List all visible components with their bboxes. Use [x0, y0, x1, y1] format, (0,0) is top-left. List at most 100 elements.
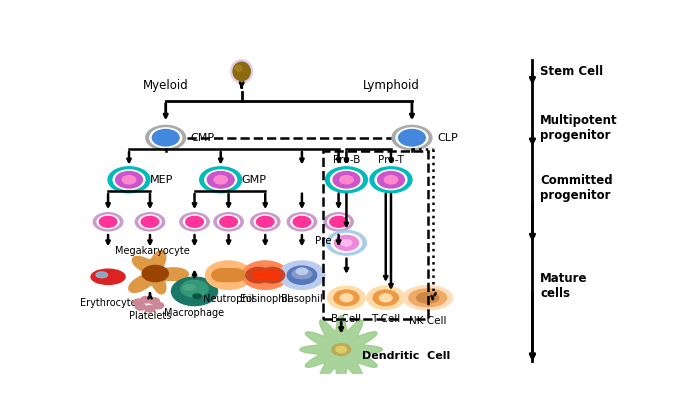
- Circle shape: [141, 216, 159, 227]
- Circle shape: [205, 170, 237, 189]
- Circle shape: [142, 265, 168, 282]
- Circle shape: [149, 298, 160, 304]
- Circle shape: [379, 294, 392, 302]
- Circle shape: [333, 171, 360, 188]
- Circle shape: [181, 280, 208, 297]
- Text: Platelets: Platelets: [129, 311, 171, 321]
- Circle shape: [186, 216, 203, 227]
- Text: Mature
cells: Mature cells: [540, 273, 588, 300]
- Text: GMP: GMP: [242, 175, 266, 185]
- Circle shape: [262, 271, 268, 274]
- Circle shape: [370, 167, 412, 193]
- Ellipse shape: [183, 285, 195, 290]
- Circle shape: [331, 234, 362, 252]
- Circle shape: [375, 170, 407, 189]
- Text: Megakaryocyte: Megakaryocyte: [115, 246, 190, 256]
- Circle shape: [384, 176, 397, 184]
- Circle shape: [208, 171, 234, 188]
- Circle shape: [327, 231, 366, 255]
- Text: Myeloid: Myeloid: [143, 79, 189, 92]
- Circle shape: [262, 276, 268, 279]
- Circle shape: [246, 268, 271, 283]
- Circle shape: [218, 269, 239, 282]
- Ellipse shape: [292, 269, 312, 279]
- Circle shape: [260, 268, 285, 283]
- Circle shape: [291, 215, 313, 228]
- Circle shape: [172, 277, 218, 306]
- Circle shape: [242, 261, 288, 289]
- Circle shape: [268, 276, 273, 279]
- Text: Pre-B: Pre-B: [314, 236, 341, 246]
- Circle shape: [378, 171, 404, 188]
- Text: Dendritic  Cell: Dendritic Cell: [362, 351, 450, 361]
- Circle shape: [254, 215, 276, 228]
- Circle shape: [328, 215, 349, 228]
- Circle shape: [133, 299, 144, 306]
- Circle shape: [273, 271, 279, 274]
- Circle shape: [332, 344, 351, 355]
- Ellipse shape: [193, 294, 201, 299]
- Circle shape: [212, 269, 233, 282]
- Text: Erythrocyte: Erythrocyte: [80, 298, 137, 308]
- Circle shape: [218, 215, 239, 228]
- Text: T Cell: T Cell: [371, 314, 400, 324]
- Text: Stem Cell: Stem Cell: [540, 65, 604, 78]
- Circle shape: [152, 129, 179, 146]
- Text: CMP: CMP: [191, 133, 215, 143]
- Circle shape: [254, 271, 258, 274]
- Polygon shape: [300, 315, 383, 383]
- Ellipse shape: [235, 65, 242, 71]
- Circle shape: [224, 269, 245, 282]
- Circle shape: [93, 213, 123, 231]
- Circle shape: [293, 216, 311, 227]
- Circle shape: [141, 297, 151, 303]
- Ellipse shape: [403, 286, 452, 310]
- Circle shape: [99, 216, 117, 227]
- Text: CLP: CLP: [437, 133, 458, 143]
- Ellipse shape: [416, 293, 439, 303]
- Circle shape: [254, 276, 258, 279]
- Circle shape: [328, 286, 365, 310]
- Circle shape: [340, 294, 353, 302]
- Circle shape: [341, 239, 352, 246]
- Circle shape: [135, 213, 165, 231]
- Circle shape: [150, 128, 182, 147]
- Ellipse shape: [296, 268, 308, 275]
- Circle shape: [399, 129, 425, 146]
- Circle shape: [268, 271, 273, 274]
- Text: Multipotent
progenitor: Multipotent progenitor: [540, 114, 618, 142]
- Circle shape: [220, 216, 237, 227]
- Circle shape: [334, 290, 359, 306]
- Circle shape: [214, 176, 227, 184]
- Circle shape: [273, 276, 279, 279]
- Circle shape: [108, 167, 150, 193]
- Circle shape: [340, 176, 353, 184]
- Circle shape: [180, 213, 209, 231]
- Circle shape: [279, 261, 325, 289]
- Circle shape: [258, 271, 264, 274]
- Circle shape: [287, 213, 316, 231]
- Circle shape: [135, 304, 146, 310]
- Polygon shape: [129, 251, 189, 294]
- Circle shape: [214, 213, 243, 231]
- Circle shape: [367, 286, 405, 310]
- Circle shape: [153, 302, 164, 309]
- Circle shape: [256, 216, 274, 227]
- Circle shape: [392, 126, 432, 150]
- Text: Basophil: Basophil: [281, 294, 323, 304]
- Circle shape: [335, 235, 358, 250]
- Text: Lymphoid: Lymphoid: [362, 79, 419, 92]
- Text: Pro-T: Pro-T: [378, 155, 404, 165]
- Circle shape: [331, 170, 362, 189]
- Circle shape: [325, 167, 368, 193]
- Circle shape: [336, 346, 346, 353]
- Circle shape: [146, 126, 186, 150]
- Text: Macrophage: Macrophage: [164, 308, 224, 318]
- Text: Committed
progenitor: Committed progenitor: [540, 174, 613, 202]
- Circle shape: [396, 128, 428, 147]
- Bar: [323, 151, 428, 319]
- Ellipse shape: [233, 62, 250, 81]
- Circle shape: [373, 290, 398, 306]
- Circle shape: [116, 171, 143, 188]
- Circle shape: [287, 266, 316, 284]
